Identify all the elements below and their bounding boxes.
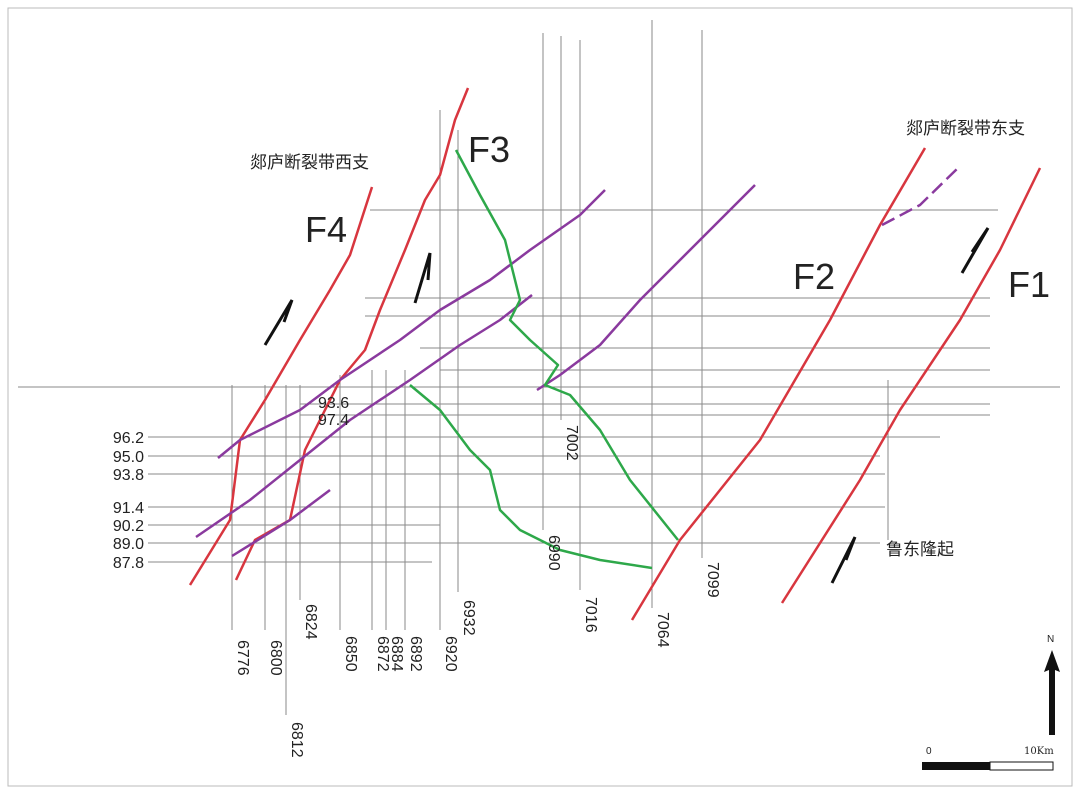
survey-lines [18,20,1060,715]
line-number: 6932 [460,600,477,636]
line-label: 91.4 [113,500,144,517]
line-number: 6800 [267,640,284,676]
value-label: 97.4 [318,412,349,429]
frame [7,7,1073,787]
north-label: N [1047,634,1054,645]
line-label: 93.8 [113,467,144,484]
line-label: 90.2 [113,518,144,535]
line-number: 7016 [582,597,599,633]
line-label: 95.0 [113,449,144,466]
line-number: 7002 [563,425,580,461]
line-number: 6824 [302,604,319,640]
scale-end: 10Km [1024,746,1054,757]
slip-arrows [263,227,990,584]
line-number: 6892 [407,636,424,672]
line-number: 7064 [654,612,671,648]
line-label: 89.0 [113,536,144,553]
line-number: 6872 [374,636,391,672]
profiles [195,149,756,570]
west-branch-label: 郯庐断裂带西支 [250,153,369,173]
value-label: 93.6 [318,395,349,412]
fault-label: F1 [1008,264,1050,305]
north-arrow [1044,650,1060,735]
line-number: 6776 [234,640,251,676]
line-number: 6884 [388,636,405,672]
line-label: 87.8 [113,555,144,572]
line-number: 6920 [442,636,459,672]
line-number: 7099 [704,562,721,598]
scale-start: 0 [926,746,932,757]
east-branch-label: 郯庐断裂带东支 [906,119,1025,139]
line-label: 96.2 [113,430,144,447]
scale-bar [922,761,1054,771]
fault-label: F2 [793,256,835,297]
uplift-label: 鲁东隆起 [886,540,954,560]
line-number: 6990 [545,535,562,571]
line-number: 6812 [288,722,305,758]
fault-label: F4 [305,209,347,250]
line-number: 6850 [342,636,359,672]
fault-label: F3 [468,129,510,170]
